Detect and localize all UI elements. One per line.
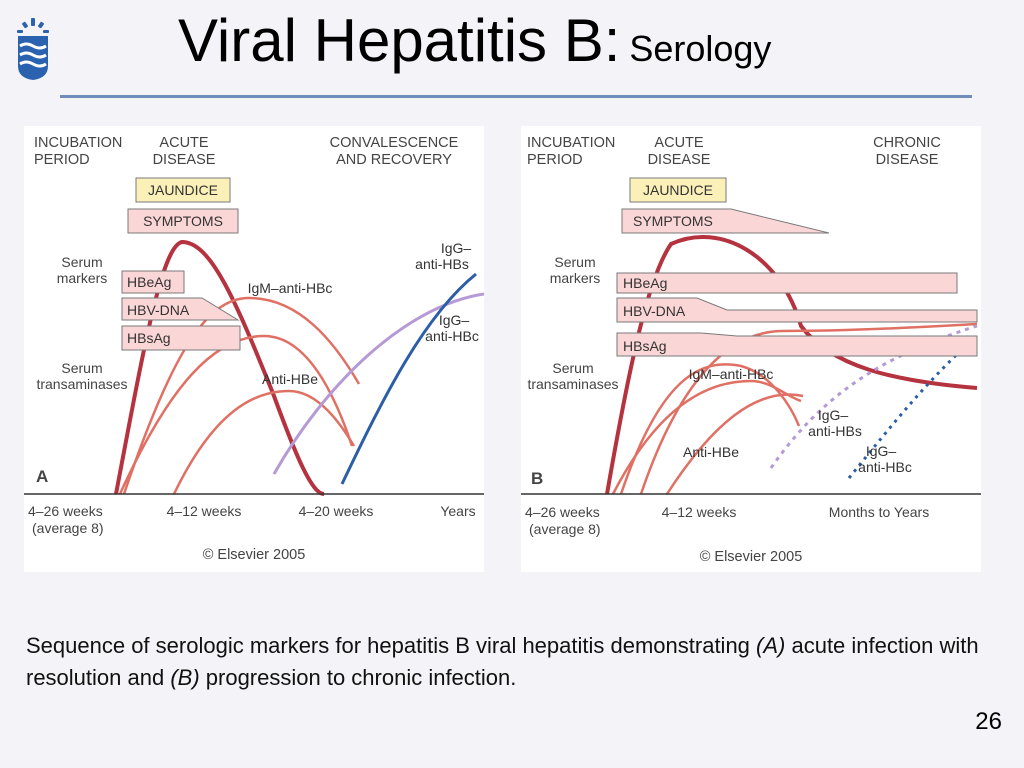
- figure-panel-a: INCUBATION PERIOD ACUTE DISEASE CONVALES…: [24, 126, 484, 572]
- phase-acute-label-2: DISEASE: [648, 152, 711, 168]
- igg-anti-hbs-label-2: anti-HBs: [415, 256, 469, 272]
- hbsag-label: HBsAg: [127, 330, 171, 346]
- slide-title-main: Viral Hepatitis B:: [178, 7, 621, 74]
- jaundice-box: [629, 177, 727, 203]
- axis-label-incubation-2: (average 8): [32, 520, 104, 536]
- phase-incubation-label-2: PERIOD: [527, 152, 583, 168]
- hbv-dna-box: [121, 297, 240, 321]
- symptoms-box: [127, 208, 239, 234]
- serum-transaminases-label-1: Serum: [552, 360, 593, 376]
- igg-anti-hbc-label-2: anti-HBc: [858, 459, 912, 475]
- hbsag-label: HBsAg: [623, 338, 667, 354]
- igg-anti-hbc-label-1: IgG–: [866, 443, 897, 459]
- serum-transaminases-label-1: Serum: [61, 360, 102, 376]
- figure-caption: Sequence of serologic markers for hepati…: [26, 630, 986, 694]
- axis-label-acute: 4–12 weeks: [662, 504, 737, 520]
- serum-markers-label-1: Serum: [554, 254, 595, 270]
- phase-incubation-label-1: INCUBATION: [527, 135, 615, 151]
- hbv-dna-label: HBV-DNA: [623, 303, 686, 319]
- igg-anti-hbs-label-1: IgG–: [441, 240, 472, 256]
- panel-b-letter: B: [531, 469, 543, 488]
- phase-incubation-label-1: INCUBATION: [34, 135, 122, 151]
- alt-curve-2: [611, 379, 802, 495]
- caption-part-3: progression to chronic infection.: [199, 665, 517, 690]
- symptoms-box: [621, 208, 830, 234]
- igg-anti-hbc-curve: [272, 292, 484, 475]
- phase-chronic-label-1: CHRONIC: [873, 135, 941, 151]
- igm-anti-hbc-label: IgM–anti-HBc: [248, 280, 333, 296]
- phase-acute-label-1: ACUTE: [654, 135, 703, 151]
- axis-label-recovery: 4–20 weeks: [299, 503, 374, 519]
- hbv-dna-box: [616, 297, 978, 323]
- hbeag-label: HBeAg: [623, 275, 667, 291]
- caption-label-a: (A): [756, 633, 786, 658]
- alt-curve: [619, 363, 801, 495]
- hbv-dna-label: HBV-DNA: [127, 302, 190, 318]
- igg-anti-hbc-label-2: anti-HBc: [425, 328, 479, 344]
- jaundice-label: JAUNDICE: [148, 182, 218, 198]
- anti-hbe-curve: [665, 393, 804, 495]
- phase-acute-label-2: DISEASE: [153, 152, 216, 168]
- page-number: 26: [975, 708, 1002, 735]
- axis-label-acute: 4–12 weeks: [167, 503, 242, 519]
- title-underline: [60, 95, 972, 98]
- igm-anti-hbc-label: IgM–anti-HBc: [689, 366, 774, 382]
- copyright-a: © Elsevier 2005: [203, 547, 306, 563]
- university-logo-icon: [17, 18, 49, 80]
- igg-anti-hbs-label-1: IgG–: [818, 407, 849, 423]
- slide-title: Viral Hepatitis B: Serology: [178, 6, 771, 75]
- jaundice-box: [135, 177, 231, 203]
- phase-convalescence-label-1: CONVALESCENCE: [330, 135, 459, 151]
- serum-transaminases-label-2: transaminases: [527, 376, 618, 392]
- phase-convalescence-label-2: AND RECOVERY: [336, 152, 452, 168]
- phase-acute-label-1: ACUTE: [159, 135, 208, 151]
- caption-part-1: Sequence of serologic markers for hepati…: [26, 633, 757, 658]
- hbsag-box: [616, 332, 978, 357]
- serum-markers-label-2: markers: [550, 270, 601, 286]
- panel-b-diagram: INCUBATION PERIOD ACUTE DISEASE CHRONIC …: [521, 135, 981, 565]
- jaundice-label: JAUNDICE: [643, 182, 713, 198]
- phase-chronic-label-2: DISEASE: [876, 152, 939, 168]
- serum-markers-label-1: Serum: [61, 254, 102, 270]
- hbeag-label: HBeAg: [127, 274, 171, 290]
- phase-incubation-label-2: PERIOD: [34, 152, 90, 168]
- igg-anti-hbs-label-2: anti-HBs: [808, 423, 862, 439]
- hbeag-box: [121, 270, 185, 294]
- anti-hbe-curve: [172, 389, 356, 495]
- igg-anti-hbc-label-1: IgG–: [439, 312, 470, 328]
- hbeag-box: [616, 272, 958, 294]
- symptoms-label: SYMPTOMS: [633, 213, 713, 229]
- slide-title-sub: Serology: [629, 28, 772, 69]
- hbsag-box: [121, 325, 241, 351]
- axis-label-incubation-1: 4–26 weeks: [525, 504, 600, 520]
- figure-panel-b: INCUBATION PERIOD ACUTE DISEASE CHRONIC …: [521, 126, 981, 572]
- anti-hbe-label: Anti-HBe: [683, 444, 739, 460]
- symptoms-label: SYMPTOMS: [143, 213, 223, 229]
- axis-label-months-years: Months to Years: [829, 504, 929, 520]
- serum-transaminases-label-2: transaminases: [36, 376, 127, 392]
- anti-hbe-label: Anti-HBe: [262, 371, 318, 387]
- copyright-b: © Elsevier 2005: [700, 549, 803, 565]
- igm-anti-hbc-curve: [122, 296, 361, 495]
- caption-part-2: acute infection with resolution and: [26, 633, 979, 690]
- serum-markers-label-2: markers: [57, 270, 108, 286]
- axis-label-incubation-2: (average 8): [529, 521, 601, 537]
- panel-a-diagram: INCUBATION PERIOD ACUTE DISEASE CONVALES…: [24, 135, 484, 563]
- axis-label-years: Years: [440, 503, 475, 519]
- axis-label-incubation-1: 4–26 weeks: [28, 503, 103, 519]
- igg-anti-hbs-curve: [340, 272, 477, 485]
- panel-a-letter: A: [36, 467, 48, 486]
- caption-label-b: (B): [170, 665, 200, 690]
- alt-curve: [118, 334, 354, 495]
